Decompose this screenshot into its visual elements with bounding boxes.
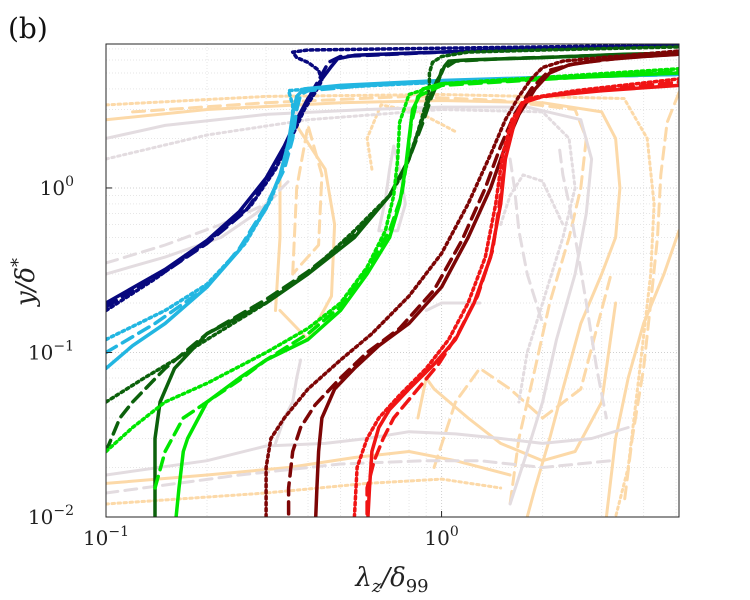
background-contour-9 <box>416 301 618 463</box>
background-contour-0 <box>106 99 622 517</box>
plot-area <box>106 44 679 517</box>
background-contour-6 <box>291 123 324 276</box>
series-line-13 <box>286 52 679 517</box>
series-line-11 <box>106 67 679 454</box>
series-line-8 <box>106 45 679 404</box>
background-contour-22 <box>424 301 482 312</box>
series-line-2 <box>106 44 679 313</box>
plot-frame <box>105 43 680 518</box>
background-contour-21 <box>274 358 303 445</box>
background-contour-3 <box>604 229 679 517</box>
background-contour-17 <box>558 148 608 420</box>
series-line-5 <box>106 71 679 342</box>
background-contour-19 <box>106 426 630 477</box>
x-tick-label-1: 100 <box>424 524 458 550</box>
series-lines <box>106 44 679 517</box>
background-contour-15 <box>106 194 277 276</box>
background-contour-10 <box>432 272 613 469</box>
background-contour-11 <box>365 103 457 171</box>
series-line-14 <box>264 49 679 517</box>
background-contour-12 <box>106 105 594 506</box>
background-contour-4 <box>622 91 679 506</box>
x-tick-label-0: 10−1 <box>83 524 129 550</box>
background-contour-13 <box>106 108 577 404</box>
series-line-17 <box>352 77 679 517</box>
series-line-10 <box>153 69 679 490</box>
background-contour-18 <box>508 157 545 325</box>
y-tick-label-2: 100 <box>40 174 74 200</box>
background-contour-20 <box>106 459 613 495</box>
background-contours <box>106 91 679 517</box>
y-tick-label-0: 10−2 <box>28 503 74 529</box>
x-axis-label: λz/δ99 <box>354 563 428 597</box>
background-contour-23 <box>499 173 565 226</box>
y-axis-label: y/δ* <box>8 258 41 307</box>
panel-label: (b) <box>8 12 48 45</box>
background-contour-1 <box>131 94 588 506</box>
y-tick-label-1: 10−1 <box>28 338 74 364</box>
